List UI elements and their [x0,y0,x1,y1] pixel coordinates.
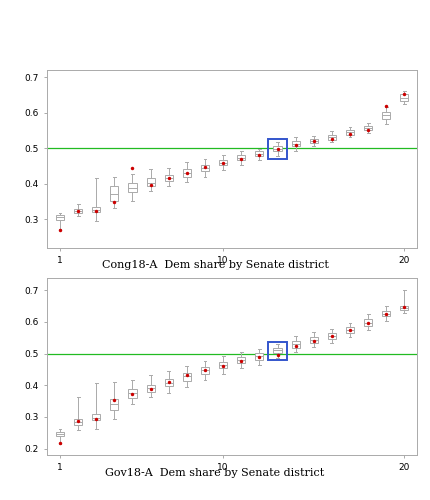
Bar [310,338,318,343]
Bar [268,342,287,360]
Bar [219,160,227,165]
Bar [237,357,246,363]
Bar [165,379,173,386]
Bar [74,418,82,425]
Bar [364,126,372,130]
Bar [147,178,155,186]
Bar [74,209,82,212]
Bar [165,175,173,181]
Bar [129,390,137,398]
Bar [56,215,64,220]
Bar [147,385,155,392]
Bar [110,186,118,200]
Bar [92,207,100,212]
Bar [346,130,354,134]
Bar [268,139,287,159]
Bar [255,152,264,156]
Bar [400,94,408,100]
Bar [183,373,191,380]
Bar [183,168,191,177]
Bar [382,112,390,119]
Bar [219,362,227,368]
Bar [346,327,354,334]
Bar [310,139,318,143]
Bar [56,432,64,436]
Bar [273,348,282,353]
Bar [292,141,300,146]
Bar [110,398,118,409]
Bar [328,334,336,338]
Bar [237,155,246,160]
Bar [273,146,282,151]
Bar [364,319,372,326]
Text: Cong18-A  Dem share by Senate district: Cong18-A Dem share by Senate district [101,260,329,270]
Text: Gov18-A  Dem share by Senate district: Gov18-A Dem share by Senate district [105,468,325,477]
Bar [400,306,408,310]
Bar [129,183,137,192]
Bar [92,414,100,420]
Bar [201,367,209,374]
Bar [292,341,300,348]
Bar [255,354,264,360]
Bar [382,311,390,316]
Bar [201,165,209,171]
Bar [328,135,336,140]
